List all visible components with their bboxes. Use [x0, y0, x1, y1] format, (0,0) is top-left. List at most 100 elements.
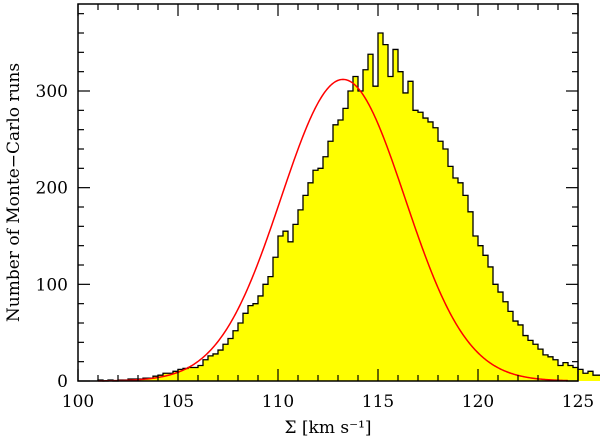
histogram-bar [268, 276, 273, 381]
y-axis-label: Number of Monte−Carlo runs [4, 63, 24, 322]
x-tick-label: 105 [162, 392, 194, 412]
histogram-bar [193, 367, 198, 381]
histogram-bar [248, 305, 253, 381]
histogram-bar [583, 373, 588, 381]
histogram-bar [163, 373, 168, 381]
histogram-bar [233, 330, 238, 381]
histogram-bar [478, 245, 483, 381]
histogram-bar [513, 321, 518, 381]
histogram-bar [388, 76, 393, 381]
histogram-bar [528, 340, 533, 381]
histogram-bar [558, 365, 563, 381]
histogram-bar [538, 349, 543, 381]
axis-ticks [77, 4, 579, 382]
histogram-bar [428, 121, 433, 381]
y-tick-label: 200 [36, 179, 68, 199]
plot-frame [77, 3, 579, 382]
histogram-bar [253, 303, 258, 381]
histogram-bar [203, 359, 208, 381]
histogram-bar [393, 49, 398, 381]
x-tick-label: 120 [462, 392, 494, 412]
x-tick-labels: 100 105 110 115 120 125 [62, 392, 594, 412]
histogram-bar [458, 182, 463, 381]
histogram-bar [523, 335, 528, 381]
histogram-bar [463, 195, 468, 381]
histogram-bar [168, 373, 173, 381]
histogram-bar [433, 127, 438, 381]
histogram-bar [223, 344, 228, 381]
histogram-bar [448, 166, 453, 381]
histogram-bar [408, 81, 413, 381]
histogram-bar [333, 124, 338, 381]
histogram-bar [238, 323, 243, 381]
histogram-bar [318, 168, 323, 381]
histogram-bar [548, 356, 553, 381]
histogram-bar [503, 301, 508, 381]
histogram-outline [97, 32, 600, 382]
histogram-bar [283, 231, 288, 381]
histogram-bar [518, 324, 523, 381]
histogram-bar [208, 355, 213, 381]
histogram-bar [578, 369, 583, 381]
histogram-bar [198, 365, 203, 381]
histogram-bar [588, 371, 593, 381]
histogram-bar [508, 311, 513, 381]
histogram-bar [423, 118, 428, 382]
histogram-bar [313, 170, 318, 381]
histogram-bar [173, 371, 178, 381]
histogram-bar [598, 375, 600, 381]
histogram-bar [473, 236, 478, 381]
histogram-bar [308, 182, 313, 381]
histogram-bar [573, 367, 578, 381]
histogram-bar [383, 44, 388, 381]
histogram-bar [483, 255, 488, 381]
histogram-bar [373, 86, 378, 382]
histogram-bar [443, 149, 448, 381]
histogram-bar [353, 76, 358, 381]
histogram-bar [453, 178, 458, 381]
y-tick-label: 100 [36, 275, 68, 295]
histogram-bar [343, 108, 348, 382]
histogram-bar [298, 209, 303, 381]
histogram-bar [258, 295, 263, 381]
histogram-bar [593, 375, 598, 381]
histogram-bar [293, 224, 298, 381]
histogram-bar [368, 54, 373, 382]
histogram-bar [323, 156, 328, 381]
y-tick-labels: 0 100 200 300 [36, 82, 68, 392]
histogram-bar [183, 368, 188, 381]
x-tick-label: 115 [362, 392, 394, 412]
x-tick-label: 110 [262, 392, 294, 412]
histogram-bar [288, 241, 293, 381]
histogram-bar [438, 141, 443, 381]
histogram-bar [148, 378, 153, 381]
x-axis-label: Σ [km s⁻¹] [284, 418, 371, 438]
histogram-bar [158, 375, 163, 381]
histogram-bar [348, 91, 353, 381]
histogram-bars [97, 32, 600, 382]
x-tick-label: 100 [62, 392, 94, 412]
histogram-bar [498, 292, 503, 381]
gaussian-fit [97, 78, 569, 382]
gaussian-fit-line [97, 78, 569, 382]
histogram-bar [543, 354, 548, 381]
histogram-bar [413, 110, 418, 381]
histogram-bar [188, 367, 193, 381]
histogram-bar [403, 92, 408, 381]
histogram-bar [563, 362, 568, 381]
histogram-bar [278, 236, 283, 381]
histogram-bar [358, 91, 363, 381]
histogram-bar [468, 211, 473, 381]
x-tick-label: 125 [562, 392, 594, 412]
histogram-bar [533, 344, 538, 381]
histogram-bar [568, 365, 573, 381]
y-tick-label: 300 [36, 82, 68, 102]
histogram-bar [363, 69, 368, 381]
histogram-bar [213, 353, 218, 381]
histogram-bar [263, 284, 268, 381]
histogram-bar [493, 284, 498, 381]
histogram-bar [553, 359, 558, 381]
histogram-bar [273, 257, 278, 381]
histogram-bar [303, 195, 308, 381]
histogram-bar [378, 33, 383, 381]
